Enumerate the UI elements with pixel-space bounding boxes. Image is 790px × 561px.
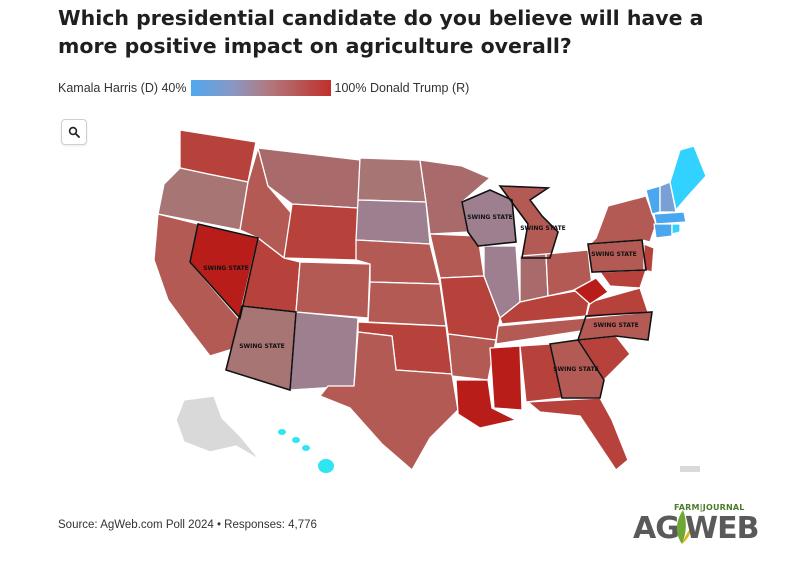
state-maine[interactable] xyxy=(669,145,707,211)
legend-left-label: Kamala Harris (D) 40% xyxy=(58,81,187,95)
state-connecticut[interactable] xyxy=(653,223,673,239)
state-wyoming[interactable] xyxy=(283,203,359,261)
swing-outline-wisconsin xyxy=(461,189,517,247)
logo-ag-text: AG xyxy=(633,511,680,546)
search-button[interactable] xyxy=(61,119,87,145)
swing-label-pennsylvania: SWING STATE xyxy=(591,251,637,258)
state-arkansas[interactable] xyxy=(447,333,497,381)
state-texas[interactable] xyxy=(319,331,459,471)
state-new-jersey[interactable] xyxy=(643,243,655,273)
state-indiana[interactable] xyxy=(519,253,549,303)
swing-outline-pennsylvania xyxy=(587,239,647,273)
state-massachusetts[interactable] xyxy=(653,211,687,225)
territory-puerto-rico[interactable] xyxy=(680,466,700,472)
swing-label-north-carolina: SWING STATE xyxy=(593,322,639,329)
swing-state-outlines xyxy=(189,185,653,399)
logo-farm-journal-text: FARM|JOURNAL xyxy=(674,503,745,512)
logo-web-text: WEB xyxy=(685,511,759,546)
swing-label-michigan: SWING STATE xyxy=(520,225,566,232)
state-louisiana[interactable] xyxy=(455,379,517,429)
swing-label-wisconsin: SWING STATE xyxy=(467,214,513,221)
state-new-mexico[interactable] xyxy=(289,311,359,391)
state-mississippi[interactable] xyxy=(489,345,523,411)
state-hawaii[interactable] xyxy=(278,429,334,473)
color-legend: Kamala Harris (D) 40% 100% Donald Trump … xyxy=(58,79,469,97)
swing-outline-arizona xyxy=(225,305,297,392)
chart-title: Which presidential candidate do you beli… xyxy=(58,6,704,58)
swing-outline-georgia xyxy=(549,339,605,399)
wheat-leaf-icon xyxy=(676,510,692,544)
state-south-dakota[interactable] xyxy=(355,199,431,245)
state-west-virginia[interactable] xyxy=(573,277,609,305)
state-rhode-island[interactable] xyxy=(671,223,681,235)
state-north-dakota[interactable] xyxy=(357,157,427,203)
magnifier-icon xyxy=(68,126,80,138)
swing-label-arizona: SWING STATE xyxy=(239,343,285,350)
state-kansas[interactable] xyxy=(367,281,447,327)
state-alaska[interactable] xyxy=(175,395,261,461)
state-florida[interactable] xyxy=(527,397,629,471)
state-delaware-maryland[interactable] xyxy=(599,269,647,289)
legend-right-label: 100% Donald Trump (R) xyxy=(334,81,470,95)
swing-label-nevada: SWING STATE xyxy=(203,265,249,272)
swing-outline-michigan xyxy=(498,185,559,259)
swing-outline-north-carolina xyxy=(576,311,653,341)
agweb-logo: FARM|JOURNAL AG WEB xyxy=(633,503,759,548)
state-colorado[interactable] xyxy=(295,261,371,319)
swing-outline-nevada xyxy=(189,223,259,320)
source-note: Source: AgWeb.com Poll 2024 • Responses:… xyxy=(58,519,317,531)
state-new-york[interactable] xyxy=(589,195,657,245)
swing-label-georgia: SWING STATE xyxy=(553,366,599,373)
legend-gradient-bar xyxy=(190,80,331,96)
